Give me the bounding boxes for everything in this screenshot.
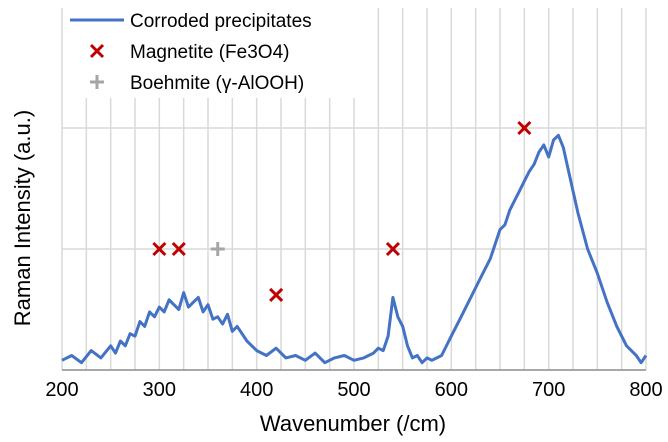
magnetite-marker [385,241,400,257]
legend-item: Boehmite (γ-AlOOH) [90,73,304,94]
boehmite-marker [210,242,225,256]
legend: Corroded precipitates Magnetite (Fe3O4) Bo… [64,6,364,98]
legend-label: Boehmite (γ-AlOOH) [130,73,304,94]
x-tick-label: 200 [45,379,78,401]
legend-x-swatch [89,43,105,59]
magnetite-marker [517,120,532,136]
x-axis-title: Wavenumber (/cm) [260,411,446,436]
legend-item: Magnetite (Fe3O4) [89,42,289,63]
x-tick-label: 300 [143,379,176,401]
plot-area [61,120,648,365]
x-tick-label: 500 [337,379,370,401]
legend-label: Corroded precipitates [130,11,312,32]
x-tick-label: 800 [629,379,662,401]
magnetite-marker [269,287,284,303]
y-axis-title: Raman Intensity (a.u.) [10,110,35,326]
x-tick-label: 600 [435,379,468,401]
x-tick-label: 700 [532,379,565,401]
legend-label: Magnetite (Fe3O4) [130,42,289,63]
series-line-corroded-precipitates [61,133,648,365]
magnetite-marker [152,241,167,257]
magnetite-marker [171,241,186,257]
x-tick-label: 400 [240,379,273,401]
axes: 200 300 400 500 600 700 800 [45,369,663,401]
legend-item: Corroded precipitates [70,11,312,32]
